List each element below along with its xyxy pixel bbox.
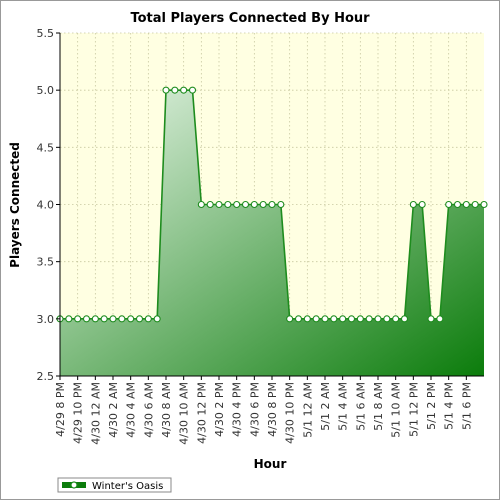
data-point: [277, 200, 285, 209]
data-point: [162, 86, 170, 94]
y-axis-title: Players Connected: [8, 142, 22, 268]
x-axis-ticks: 4/29 8 PM 4/29 10 PM 4/30 12 AM 4/30 2 AM 4/…: [54, 376, 473, 445]
x-tick-label: 4/30 4 AM: [125, 382, 138, 438]
data-point: [374, 315, 382, 323]
data-point: [286, 315, 294, 323]
series-markers: [56, 86, 488, 323]
legend-box: [57, 477, 172, 493]
data-point: [259, 200, 267, 209]
data-point: [109, 315, 117, 323]
x-tick-label: 4/30 6 PM: [248, 382, 261, 437]
data-point: [224, 200, 232, 209]
data-point: [400, 315, 409, 323]
data-point: [303, 315, 311, 323]
data-point: [383, 315, 391, 323]
x-tick-label: 5/1 4 AM: [337, 382, 350, 431]
data-point: [392, 315, 400, 323]
x-tick-label: 5/1 6 AM: [354, 382, 367, 431]
area-fill: [60, 90, 484, 376]
data-point: [268, 200, 276, 209]
x-tick-label: 4/30 4 PM: [231, 382, 244, 437]
x-tick-label: 5/1 2 PM: [425, 382, 438, 430]
data-point: [65, 315, 73, 323]
x-tick-label: 5/1 2 AM: [319, 382, 332, 431]
y-tick-label: 2.5: [37, 370, 55, 383]
data-point: [339, 315, 347, 323]
x-tick-label: 4/30 8 AM: [160, 382, 173, 438]
x-tick-label: 5/1 12 PM: [407, 382, 420, 437]
x-tick-label: 4/30 12 PM: [195, 382, 208, 444]
data-point: [294, 315, 303, 323]
data-point: [233, 200, 241, 209]
x-tick-label: 5/1 8 AM: [372, 382, 385, 431]
y-tick-label: 5.0: [37, 84, 55, 97]
x-tick-label: 5/1 12 AM: [301, 382, 314, 438]
data-point: [74, 315, 82, 323]
y-axis-ticks: 2.5 3.0 3.5 4.0 4.5 5.0 5.5: [37, 27, 60, 383]
x-tick-label: 4/30 8 PM: [266, 382, 279, 437]
legend: Winter's Oasis: [57, 477, 172, 493]
data-point: [436, 315, 444, 323]
data-point: [445, 200, 453, 209]
x-tick-label: 4/29 8 PM: [54, 382, 67, 437]
y-tick-label: 5.5: [37, 27, 55, 40]
x-tick-label: 4/30 2 PM: [213, 382, 226, 437]
data-point: [144, 315, 152, 323]
y-tick-label: 4.0: [37, 199, 55, 212]
data-point: [409, 200, 417, 209]
grid: [59, 32, 484, 377]
data-point: [418, 200, 426, 209]
data-point: [180, 86, 188, 94]
data-point: [197, 200, 205, 209]
data-point: [312, 315, 320, 323]
y-tick-label: 3.5: [37, 256, 55, 269]
data-point: [127, 315, 135, 323]
data-point: [215, 200, 223, 209]
data-point: [321, 315, 329, 323]
data-point: [91, 315, 99, 323]
data-point: [118, 315, 126, 323]
legend-marker-icon: [70, 481, 78, 489]
data-point: [82, 315, 91, 323]
data-point: [347, 315, 356, 323]
x-tick-label: 4/30 10 AM: [178, 382, 191, 445]
data-point: [241, 200, 250, 209]
x-tick-label: 4/30 10 PM: [284, 382, 297, 444]
data-point: [356, 315, 364, 323]
y-tick-label: 4.5: [37, 141, 55, 154]
data-point: [365, 315, 373, 323]
x-tick-label: 4/30 12 AM: [89, 382, 102, 445]
data-point: [471, 200, 479, 209]
data-point: [153, 315, 161, 323]
x-tick-label: 4/30 6 AM: [142, 382, 155, 438]
x-tick-label: 5/1 6 PM: [460, 382, 473, 430]
data-point: [453, 200, 462, 209]
y-tick-label: 3.0: [37, 313, 55, 326]
data-point: [480, 200, 488, 209]
series-area: [60, 90, 484, 376]
x-tick-label: 5/1 4 PM: [443, 382, 456, 430]
data-point: [330, 315, 338, 323]
x-tick-label: 5/1 10 AM: [390, 382, 403, 438]
data-point: [135, 315, 144, 323]
chart-title: Total Players Connected By Hour: [130, 11, 370, 26]
legend-label: Winter's Oasis: [92, 481, 163, 492]
data-point: [171, 86, 179, 94]
x-tick-label: 4/30 2 AM: [107, 382, 120, 438]
data-point: [206, 200, 214, 209]
data-point: [462, 200, 470, 209]
x-axis-title: Hour: [254, 457, 287, 471]
data-point: [250, 200, 258, 209]
data-point: [427, 315, 435, 323]
x-tick-label: 4/29 10 PM: [72, 382, 85, 444]
data-point: [188, 86, 197, 94]
data-point: [100, 315, 108, 323]
